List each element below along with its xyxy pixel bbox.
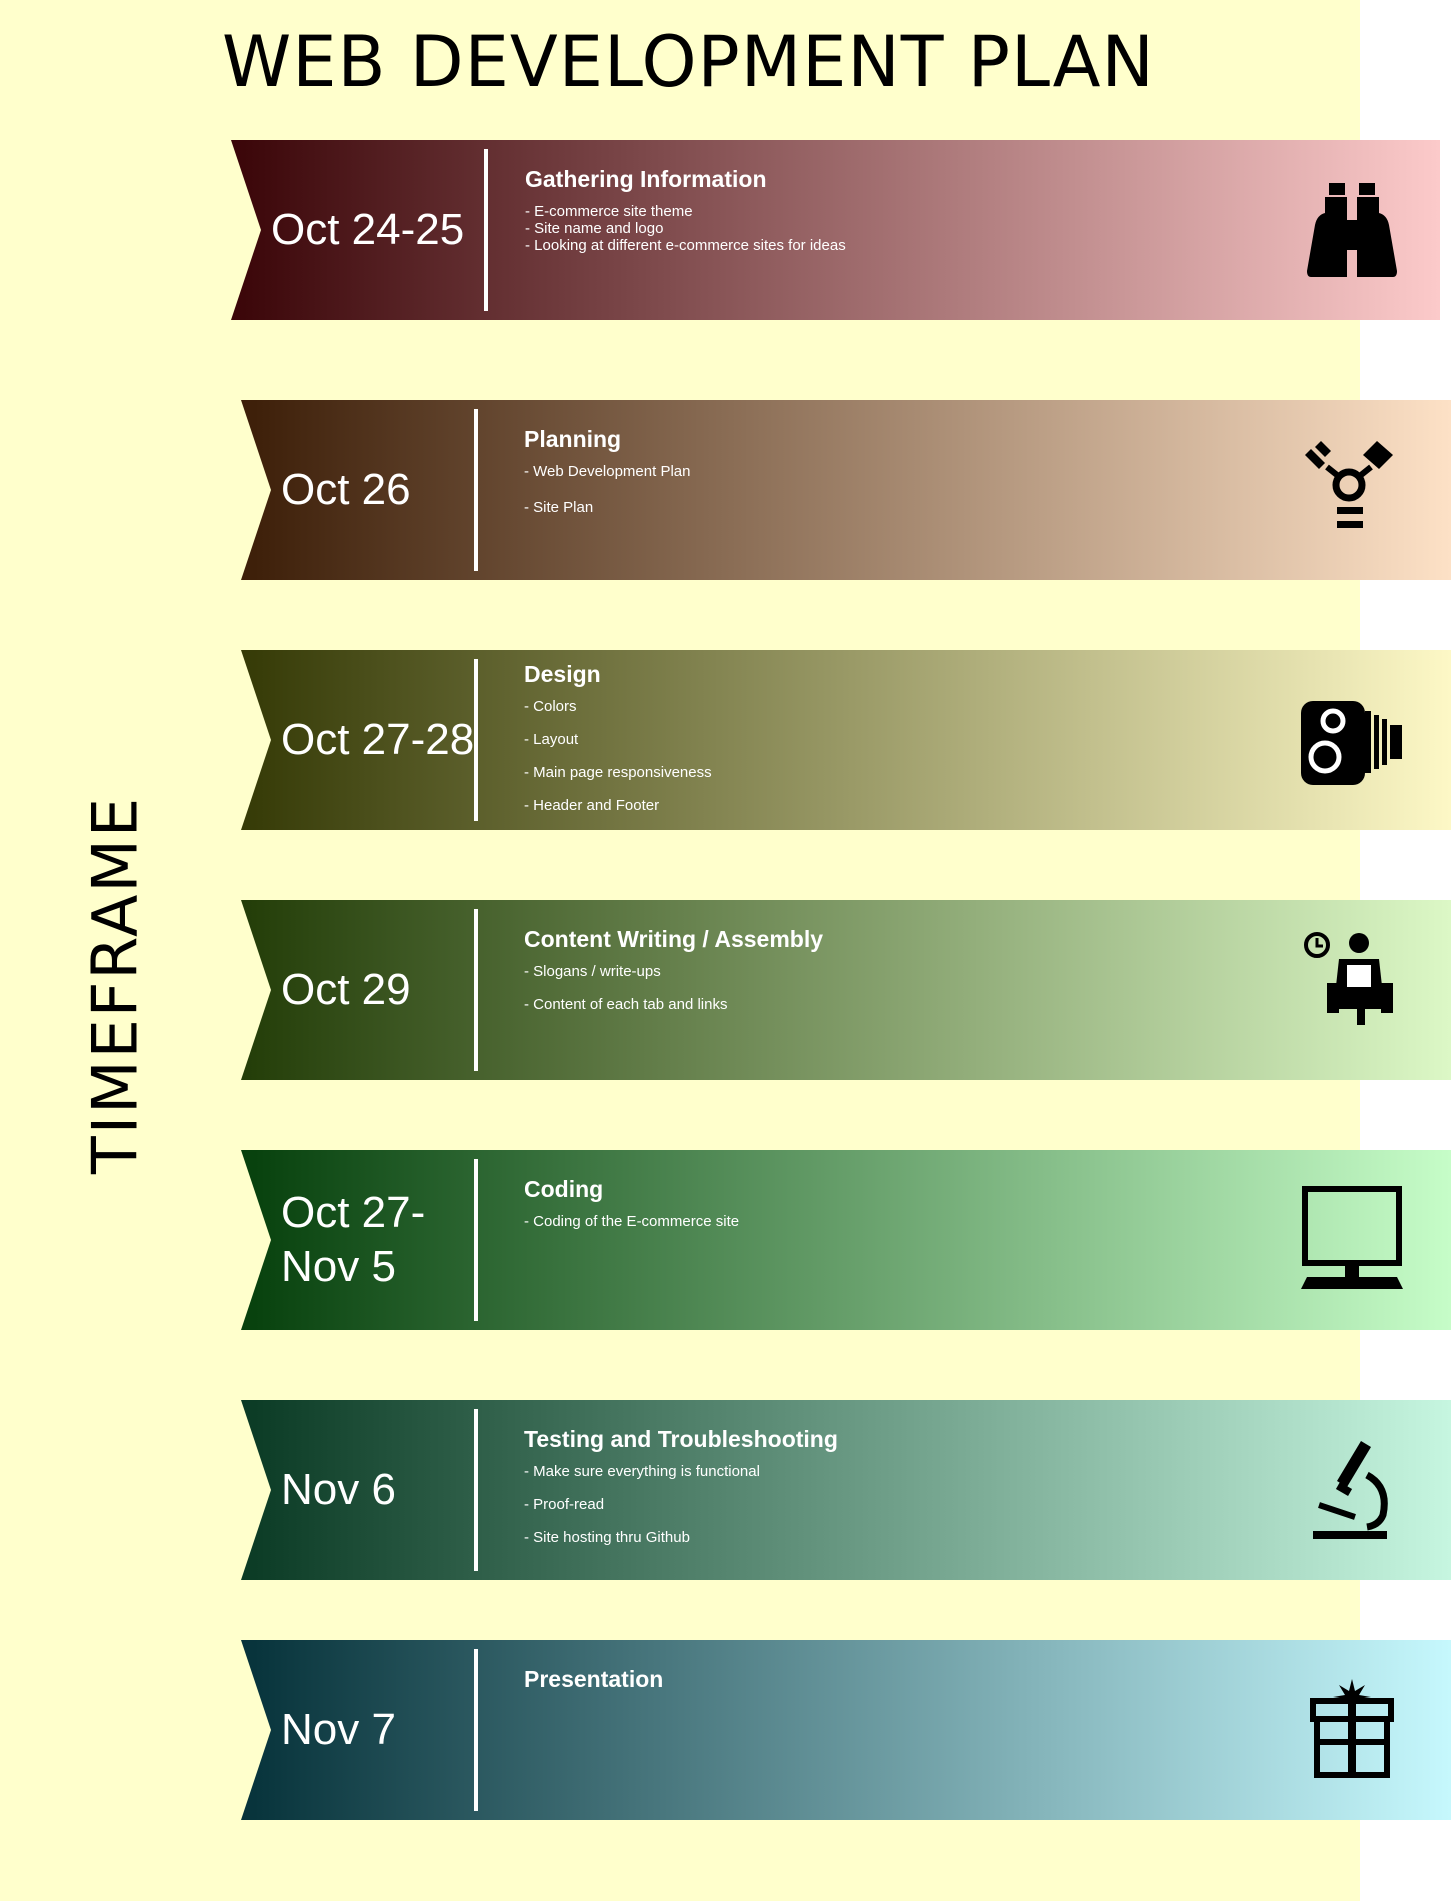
timeline-row: Nov 6 Testing and Troubleshooting - Make… xyxy=(241,1400,1451,1580)
row-title: Gathering Information xyxy=(525,166,767,192)
row-date-line1: Nov 7 xyxy=(281,1705,396,1754)
timeline-row: Nov 7 Presentation xyxy=(241,1640,1451,1820)
row-divider xyxy=(474,409,478,571)
row-date: Oct 29 xyxy=(281,900,481,1080)
row-divider xyxy=(484,149,488,311)
row-title: Planning xyxy=(524,426,622,452)
row-content: Coding - Coding of the E-commerce site xyxy=(524,1175,739,1230)
row-divider xyxy=(474,1409,478,1571)
row-content: Content Writing / Assembly - Slogans / w… xyxy=(524,925,823,1013)
computer-monitor-icon xyxy=(1297,1185,1407,1295)
row-item: - Looking at different e-commerce sites … xyxy=(525,237,846,254)
row-date: Nov 6 xyxy=(281,1400,481,1580)
row-title: Coding xyxy=(524,1176,604,1202)
row-item: - Slogans / write-ups xyxy=(524,963,661,980)
row-content: Gathering Information - E-commerce site … xyxy=(525,165,846,254)
row-item: - Main page responsiveness xyxy=(524,764,712,781)
row-item: - E-commerce site theme xyxy=(525,203,693,220)
row-item: - Layout xyxy=(524,731,579,748)
row-item: - Colors xyxy=(524,698,577,715)
row-content: Planning - Web Development Plan - Site P… xyxy=(524,425,690,516)
firewire-icon xyxy=(1297,435,1407,545)
row-title: Design xyxy=(524,661,601,687)
row-divider xyxy=(474,909,478,1071)
timeline-row: Oct 24-25 Gathering Information - E-comm… xyxy=(231,140,1440,320)
timeline-row: Oct 26 Planning - Web Development Plan -… xyxy=(241,400,1451,580)
microscope-icon xyxy=(1297,1435,1407,1545)
timeline-row: Oct 27- Nov 5 Coding - Coding of the E-co… xyxy=(241,1150,1451,1330)
row-item: - Site Plan xyxy=(524,499,594,516)
waiting-room-icon xyxy=(1297,925,1407,1035)
row-date-line1: Oct 26 xyxy=(281,465,411,514)
row-content: Testing and Troubleshooting - Make sure … xyxy=(524,1425,838,1546)
row-date: Oct 27- Nov 5 xyxy=(281,1150,481,1330)
row-item: - Web Development Plan xyxy=(524,463,691,480)
row-divider xyxy=(474,659,478,821)
row-title: Testing and Troubleshooting xyxy=(524,1426,838,1452)
row-date-line1: Oct 29 xyxy=(281,965,411,1014)
row-date: Nov 7 xyxy=(281,1640,481,1820)
row-divider xyxy=(474,1159,478,1321)
row-item: - Content of each tab and links xyxy=(524,996,728,1013)
row-date-line2: Nov 5 xyxy=(281,1242,396,1291)
row-date: Oct 26 xyxy=(281,400,481,580)
row-item: - Proof-read xyxy=(524,1496,605,1513)
row-item: - Header and Footer xyxy=(524,797,660,814)
row-date-line1: Oct 27- xyxy=(281,1188,426,1237)
row-title: Presentation xyxy=(524,1666,664,1692)
row-date: Oct 27-28 xyxy=(281,650,481,830)
row-item: - Site hosting thru Github xyxy=(524,1529,690,1546)
row-item: - Coding of the E-commerce site xyxy=(524,1213,740,1230)
movie-camera-icon xyxy=(1297,685,1407,795)
row-date-line1: Oct 24-25 xyxy=(271,205,465,254)
timeline-row: Oct 29 Content Writing / Assembly - Slog… xyxy=(241,900,1451,1080)
row-title: Content Writing / Assembly xyxy=(524,926,824,952)
row-content: Presentation xyxy=(524,1665,663,1703)
timeline-row: Oct 27-28 Design - Colors - Layout - Mai… xyxy=(241,650,1451,830)
page-title: WEB DEVELOPMENT PLAN xyxy=(222,21,1155,103)
row-date: Oct 24-25 xyxy=(271,140,471,320)
gift-icon xyxy=(1297,1675,1407,1785)
row-content: Design - Colors - Layout - Main page res… xyxy=(524,660,712,814)
row-item: - Site name and logo xyxy=(525,220,664,237)
row-date-line1: Oct 27-28 xyxy=(281,715,475,764)
row-item: - Make sure everything is functional xyxy=(524,1463,760,1480)
row-date-line1: Nov 6 xyxy=(281,1465,396,1514)
binoculars-icon xyxy=(1297,175,1407,285)
timeframe-label: TIMEFRAME xyxy=(78,795,152,1175)
row-divider xyxy=(474,1649,478,1811)
